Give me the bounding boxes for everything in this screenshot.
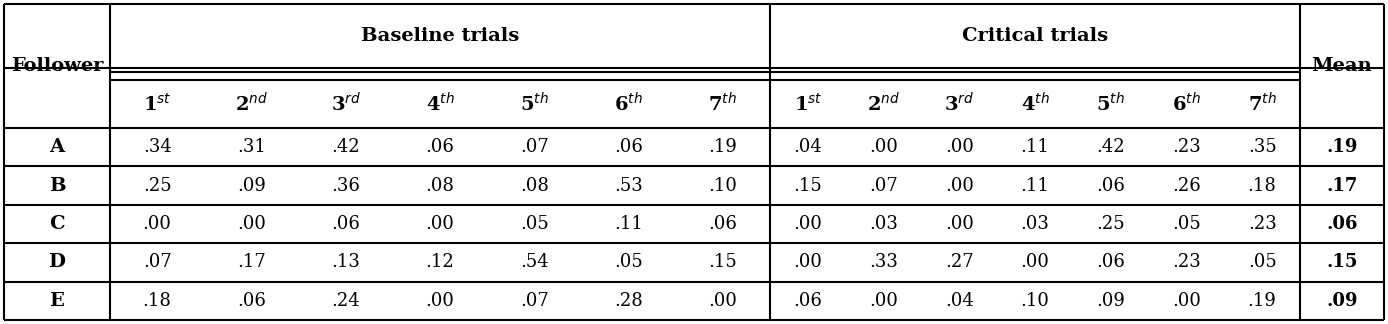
Text: .17: .17 <box>237 253 266 272</box>
Text: .17: .17 <box>1327 177 1357 195</box>
Text: .00: .00 <box>794 215 822 233</box>
Text: .07: .07 <box>869 177 898 195</box>
Text: .26: .26 <box>1171 177 1201 195</box>
Text: 5$^{th}$: 5$^{th}$ <box>1097 92 1126 116</box>
Text: .00: .00 <box>426 215 454 233</box>
Text: .00: .00 <box>945 138 974 156</box>
Text: .15: .15 <box>708 253 737 272</box>
Text: 7$^{th}$: 7$^{th}$ <box>708 92 737 116</box>
Text: .00: .00 <box>237 215 266 233</box>
Text: 2$^{nd}$: 2$^{nd}$ <box>868 92 901 116</box>
Text: .25: .25 <box>1097 215 1126 233</box>
Text: .05: .05 <box>1171 215 1201 233</box>
Text: Baseline trials: Baseline trials <box>361 27 519 45</box>
Text: .23: .23 <box>1248 215 1277 233</box>
Text: E: E <box>50 292 64 310</box>
Text: .10: .10 <box>708 177 737 195</box>
Text: .19: .19 <box>708 138 737 156</box>
Text: .12: .12 <box>426 253 454 272</box>
Text: .06: .06 <box>613 138 643 156</box>
Text: .09: .09 <box>1097 292 1126 310</box>
Text: .00: .00 <box>945 215 974 233</box>
Text: .03: .03 <box>869 215 898 233</box>
Text: .18: .18 <box>143 292 172 310</box>
Text: 4$^{th}$: 4$^{th}$ <box>426 92 454 116</box>
Text: 6$^{th}$: 6$^{th}$ <box>613 92 643 116</box>
Text: .09: .09 <box>237 177 266 195</box>
Text: 4$^{th}$: 4$^{th}$ <box>1020 92 1049 116</box>
Text: .23: .23 <box>1171 138 1201 156</box>
Text: .11: .11 <box>1020 138 1049 156</box>
Text: .06: .06 <box>1097 253 1126 272</box>
Text: .19: .19 <box>1248 292 1277 310</box>
Text: .15: .15 <box>794 177 822 195</box>
Text: .19: .19 <box>1327 138 1357 156</box>
Text: .54: .54 <box>520 253 548 272</box>
Text: 5$^{th}$: 5$^{th}$ <box>520 92 548 116</box>
Text: .24: .24 <box>332 292 359 310</box>
Text: .33: .33 <box>869 253 898 272</box>
Text: .25: .25 <box>143 177 172 195</box>
Text: .05: .05 <box>615 253 643 272</box>
Text: 1$^{st}$: 1$^{st}$ <box>794 93 822 115</box>
Text: .42: .42 <box>1097 138 1126 156</box>
Text: .03: .03 <box>1020 215 1049 233</box>
Text: .04: .04 <box>794 138 822 156</box>
Text: .31: .31 <box>237 138 266 156</box>
Text: 6$^{th}$: 6$^{th}$ <box>1171 92 1201 116</box>
Text: Follower: Follower <box>11 57 103 75</box>
Text: .13: .13 <box>332 253 359 272</box>
Text: 7$^{th}$: 7$^{th}$ <box>1248 92 1277 116</box>
Text: 1$^{st}$: 1$^{st}$ <box>143 93 172 115</box>
Text: .06: .06 <box>237 292 266 310</box>
Text: .07: .07 <box>520 292 548 310</box>
Text: .15: .15 <box>1327 253 1357 272</box>
Text: .05: .05 <box>1248 253 1277 272</box>
Text: .35: .35 <box>1248 138 1277 156</box>
Text: .28: .28 <box>615 292 643 310</box>
Text: .00: .00 <box>869 138 898 156</box>
Text: Critical trials: Critical trials <box>962 27 1108 45</box>
Text: .00: .00 <box>869 292 898 310</box>
Text: .42: .42 <box>332 138 359 156</box>
Text: .18: .18 <box>1248 177 1277 195</box>
Text: 2$^{nd}$: 2$^{nd}$ <box>235 92 268 116</box>
Text: .53: .53 <box>615 177 643 195</box>
Text: .34: .34 <box>143 138 172 156</box>
Text: .06: .06 <box>426 138 454 156</box>
Text: .11: .11 <box>1020 177 1049 195</box>
Text: 3$^{rd}$: 3$^{rd}$ <box>944 92 974 116</box>
Text: .10: .10 <box>1020 292 1049 310</box>
Text: .06: .06 <box>1097 177 1126 195</box>
Text: .00: .00 <box>794 253 822 272</box>
Text: .00: .00 <box>1020 253 1049 272</box>
Text: .00: .00 <box>708 292 737 310</box>
Text: .27: .27 <box>945 253 973 272</box>
Text: .09: .09 <box>1327 292 1357 310</box>
Text: .05: .05 <box>520 215 548 233</box>
Text: .07: .07 <box>143 253 172 272</box>
Text: .11: .11 <box>613 215 643 233</box>
Text: C: C <box>49 215 65 233</box>
Text: Mean: Mean <box>1312 57 1373 75</box>
Text: .36: .36 <box>332 177 359 195</box>
Text: .08: .08 <box>426 177 454 195</box>
Text: .06: .06 <box>794 292 822 310</box>
Text: .00: .00 <box>945 177 974 195</box>
Text: .00: .00 <box>143 215 172 233</box>
Text: A: A <box>50 138 65 156</box>
Text: .23: .23 <box>1171 253 1201 272</box>
Text: .06: .06 <box>332 215 359 233</box>
Text: .06: .06 <box>708 215 737 233</box>
Text: 3$^{rd}$: 3$^{rd}$ <box>330 92 361 116</box>
Text: .07: .07 <box>520 138 548 156</box>
Text: .00: .00 <box>1171 292 1201 310</box>
Text: D: D <box>49 253 65 272</box>
Text: .06: .06 <box>1327 215 1357 233</box>
Text: .00: .00 <box>426 292 454 310</box>
Text: .08: .08 <box>520 177 548 195</box>
Text: B: B <box>49 177 65 195</box>
Text: .04: .04 <box>945 292 973 310</box>
